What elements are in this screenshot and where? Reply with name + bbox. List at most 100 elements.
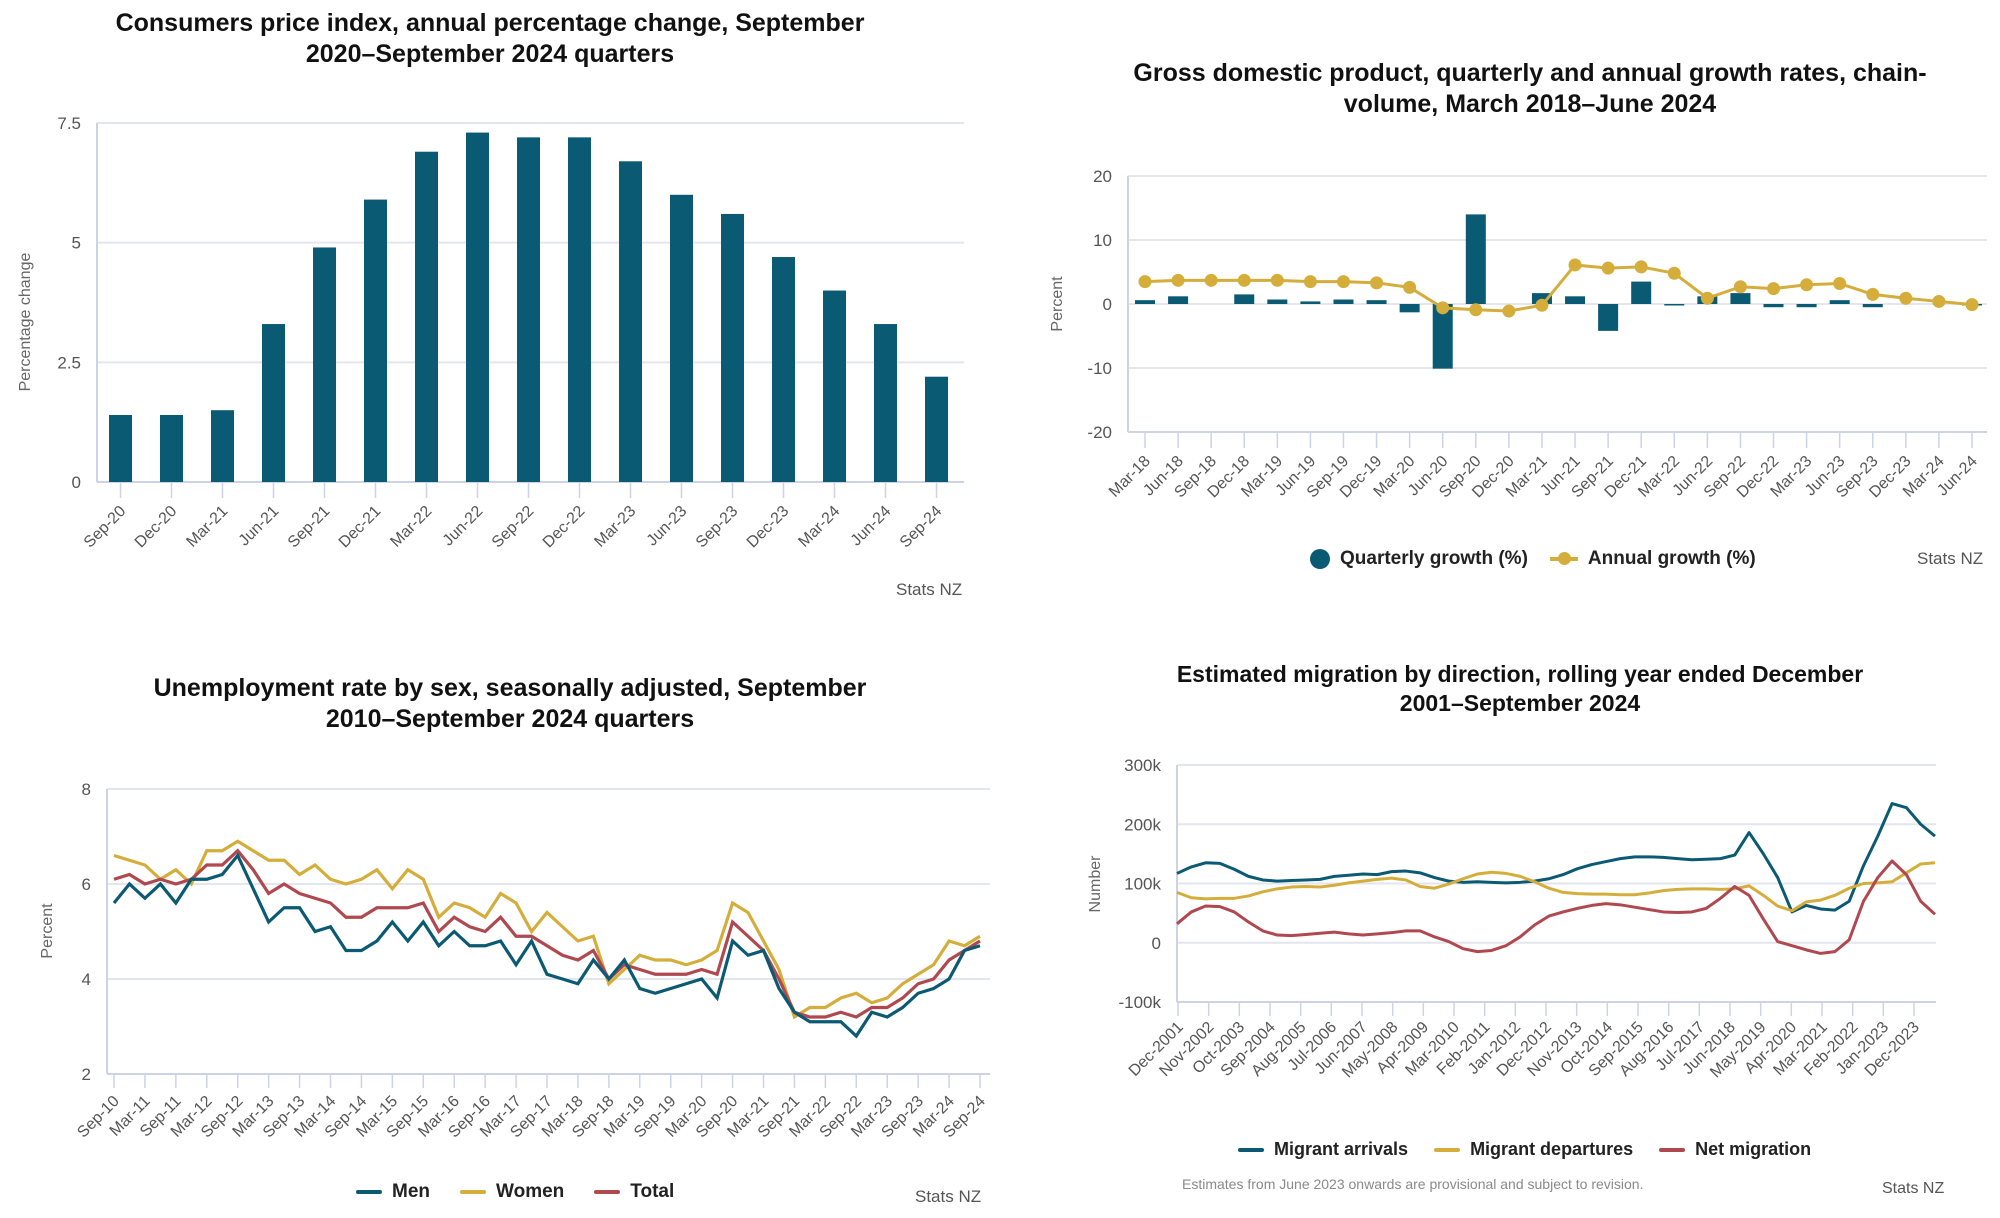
cpi-bar (466, 132, 489, 482)
gdp-quarterly-bar (1333, 299, 1354, 304)
legend-item-quarterly-growth[interactable]: Quarterly growth (%) (1310, 548, 1528, 570)
legend-item-total[interactable]: Total (594, 1181, 674, 1203)
gdp-title-line1: Gross domestic product, quarterly and an… (1133, 59, 1927, 87)
cpi-y-tick-label: 0 (72, 473, 81, 492)
gdp-quarterly-bar (1168, 296, 1189, 304)
men-swatch-icon (356, 1190, 382, 1194)
gdp-annual-growth-point (1270, 273, 1284, 287)
gdp-quarterly-bar (1631, 281, 1652, 304)
arrivals-swatch-icon (1238, 1147, 1264, 1152)
gdp-quarterly-bar (1763, 304, 1784, 308)
gdp-annual-growth-point (1403, 280, 1417, 294)
unemployment-title-line1: Unemployment rate by sex, seasonally adj… (153, 674, 867, 702)
legend-label-net-migration: Net migration (1695, 1139, 1812, 1159)
legend-label-men: Men (392, 1181, 430, 1202)
migration-y-tick-label: -100k (1118, 993, 1161, 1012)
gdp-annual-growth-point (1932, 294, 1946, 308)
cpi-bar (568, 137, 591, 483)
cpi-bar (262, 324, 285, 482)
legend-label-departures: Migrant departures (1470, 1139, 1634, 1159)
unemployment-series-line-women (113, 839, 981, 1020)
gdp-quarterly-bar (1730, 293, 1751, 304)
cpi-title-line1: Consumers price index, annual percentage… (115, 9, 865, 37)
gdp-annual-growth-point (1634, 260, 1648, 274)
gdp-annual-growth-point (1568, 258, 1582, 272)
gdp-annual-growth-point (1303, 275, 1317, 289)
migration-chart-title: Estimated migration by direction, rollin… (1100, 660, 1940, 718)
cpi-bar (823, 290, 846, 482)
migration-footnote: Estimates from June 2023 onwards are pro… (1182, 1176, 1644, 1192)
gdp-quarterly-bar (1796, 304, 1817, 308)
gdp-annual-growth-point (1899, 291, 1913, 305)
gdp-annual-growth-point (1469, 303, 1483, 317)
migration-title-line1: Estimated migration by direction, rollin… (1176, 661, 1864, 687)
legend-label-quarterly-growth: Quarterly growth (%) (1340, 548, 1528, 569)
cpi-bar (211, 410, 234, 482)
gdp-annual-growth-point (1800, 278, 1814, 292)
gdp-annual-growth-point (1667, 266, 1681, 280)
migration-y-tick-label: 300k (1124, 756, 1161, 775)
cpi-bar (619, 161, 642, 482)
cpi-bar (313, 247, 336, 482)
unemployment-series-line-total (113, 848, 981, 1019)
cpi-bar (109, 414, 132, 482)
legend-item-migrant-arrivals[interactable]: Migrant arrivals (1238, 1139, 1408, 1160)
unemployment-y-tick-label: 4 (82, 970, 91, 989)
cpi-title-line2: 2020–September 2024 quarters (305, 40, 675, 68)
cpi-bar (874, 324, 897, 482)
legend-label-total: Total (630, 1181, 675, 1202)
gdp-annual-growth-point (1601, 261, 1615, 275)
cpi-source-label: Stats NZ (896, 580, 963, 599)
gdp-source-label: Stats NZ (1917, 549, 1984, 568)
gdp-annual-growth-point (1370, 276, 1384, 290)
cpi-bar (670, 194, 693, 483)
gdp-annual-growth-point (1171, 273, 1185, 287)
cpi-y-tick-label: 7.5 (57, 114, 81, 133)
gdp-annual-growth-point (1733, 280, 1747, 294)
legend-item-men[interactable]: Men (356, 1181, 430, 1203)
migration-y-axis-title: Number (1087, 855, 1104, 913)
cpi-bar (364, 199, 387, 482)
cpi-bar (721, 213, 744, 483)
gdp-quarterly-bar (1531, 293, 1552, 304)
unemployment-chart-title: Unemployment rate by sex, seasonally adj… (80, 673, 940, 735)
legend-item-annual-growth[interactable]: Annual growth (%) (1549, 548, 1756, 570)
cpi-bar (925, 376, 948, 482)
gdp-y-tick-label: 20 (1093, 167, 1112, 186)
net-migration-swatch-icon (1659, 1147, 1686, 1152)
gdp-quarterly-bar (1399, 304, 1420, 313)
annual-growth-swatch-icon (1549, 552, 1578, 565)
unemployment-y-tick-label: 2 (82, 1065, 91, 1084)
legend-item-women[interactable]: Women (460, 1181, 564, 1203)
cpi-bar (772, 257, 795, 482)
migration-source-label: Stats NZ (1882, 1180, 1945, 1197)
migration-legend: Migrant arrivals Migrant departures Net … (1238, 1139, 1811, 1160)
migration-y-tick-label: 100k (1124, 875, 1161, 894)
gdp-annual-growth-point (1866, 287, 1880, 301)
gdp-annual-growth-point (1237, 273, 1251, 287)
unemployment-legend: Men Women Total (356, 1181, 674, 1203)
migration-y-tick-label: 0 (1152, 934, 1161, 953)
cpi-y-axis-title: Percentage change (17, 253, 34, 392)
legend-label-arrivals: Migrant arrivals (1274, 1139, 1409, 1159)
departures-swatch-icon (1434, 1147, 1461, 1152)
legend-item-net-migration[interactable]: Net migration (1659, 1139, 1811, 1160)
unemployment-source-label: Stats NZ (915, 1187, 982, 1206)
legend-item-migrant-departures[interactable]: Migrant departures (1434, 1139, 1633, 1160)
gdp-quarterly-bar (1862, 304, 1883, 308)
migration-series-line-net-migration (1176, 859, 1937, 955)
gdp-y-tick-label: 10 (1093, 231, 1112, 250)
unemployment-y-axis-title: Percent (39, 903, 56, 959)
legend-label-women: Women (496, 1181, 565, 1202)
migration-series-line-migrant-departures (1176, 861, 1936, 913)
gdp-y-axis-title: Percent (1049, 276, 1066, 332)
cpi-bar (160, 414, 183, 482)
gdp-annual-growth-point (1700, 291, 1714, 305)
gdp-quarterly-bar (1664, 304, 1685, 306)
gdp-annual-growth-point (1436, 301, 1450, 315)
migration-y-tick-label: 200k (1124, 815, 1161, 834)
